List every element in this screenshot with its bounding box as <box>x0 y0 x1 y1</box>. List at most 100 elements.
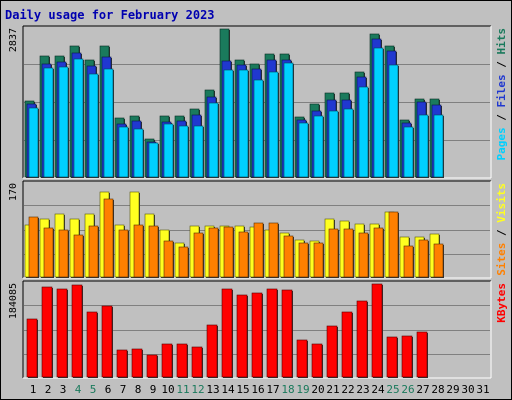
bar-sites-21 <box>328 228 339 278</box>
bar-sites-15 <box>238 231 249 278</box>
bar-sites-25-face <box>388 211 399 278</box>
bar-pages-23-face <box>358 86 369 178</box>
bar-pages-27 <box>418 114 429 178</box>
legend-bottom: KBytes <box>495 283 508 323</box>
bar-kbytes-14 <box>221 288 233 378</box>
bar-kbytes-9 <box>146 354 158 378</box>
bar-sites-19-face <box>298 242 309 278</box>
bar-pages-19 <box>298 122 309 178</box>
bar-sites-21-face <box>328 228 339 278</box>
bar-sites-28-face <box>433 243 444 278</box>
bar-pages-21 <box>328 110 339 178</box>
bar-sites-10-face <box>163 240 174 278</box>
bar-kbytes-3-face <box>56 288 68 378</box>
bar-sites-17 <box>268 222 279 278</box>
chart-title: Daily usage for February 2023 <box>5 8 215 22</box>
bar-kbytes-2 <box>41 286 53 378</box>
bar-kbytes-17 <box>266 288 278 378</box>
bar-pages-4-face <box>73 58 84 178</box>
x-tick-label: 28 <box>431 383 444 396</box>
bar-kbytes-21 <box>326 325 338 378</box>
x-tick-label: 21 <box>326 383 339 396</box>
bar-kbytes-23 <box>356 300 368 378</box>
bar-sites-11 <box>178 246 189 278</box>
bar-sites-10 <box>163 240 174 278</box>
bar-sites-6-face <box>103 198 114 278</box>
bar-pages-24 <box>373 47 384 178</box>
bar-pages-10 <box>163 123 174 178</box>
bar-kbytes-3 <box>56 288 68 378</box>
bar-pages-6 <box>103 68 114 178</box>
bar-kbytes-7-face <box>116 349 128 378</box>
x-tick-label: 15 <box>236 383 249 396</box>
bar-sites-28 <box>433 243 444 278</box>
bar-pages-17-face <box>268 71 279 178</box>
x-tick-label: 4 <box>75 383 82 396</box>
bar-kbytes-18-face <box>281 289 293 378</box>
bar-sites-19 <box>298 242 309 278</box>
bar-kbytes-19-face <box>296 339 308 378</box>
bar-kbytes-14-face <box>221 288 233 378</box>
x-tick-label: 22 <box>341 383 354 396</box>
bar-sites-9 <box>148 225 159 278</box>
bar-kbytes-24 <box>371 283 383 378</box>
bar-sites-24-face <box>373 227 384 278</box>
bar-pages-9 <box>148 142 159 178</box>
bar-kbytes-5 <box>86 311 98 378</box>
bar-kbytes-9-face <box>146 354 158 378</box>
bar-sites-5-face <box>88 225 99 278</box>
bar-sites-4 <box>73 234 84 278</box>
bar-kbytes-15 <box>236 294 248 378</box>
bar-pages-18 <box>283 62 294 178</box>
bar-pages-24-face <box>373 47 384 178</box>
bar-pages-18-face <box>283 62 294 178</box>
bar-kbytes-12-face <box>191 346 203 378</box>
x-tick-label: 2 <box>45 383 52 396</box>
bar-sites-12-face <box>193 232 204 278</box>
bar-sites-24 <box>373 227 384 278</box>
bar-sites-8-face <box>133 224 144 278</box>
bar-kbytes-15-face <box>236 294 248 378</box>
bar-pages-1 <box>28 107 39 178</box>
legend-entry: Visits <box>495 183 508 223</box>
bar-pages-19-face <box>298 122 309 178</box>
bar-kbytes-25-face <box>386 336 398 378</box>
x-tick-label: 7 <box>120 383 127 396</box>
bar-pages-3-face <box>58 66 69 178</box>
bar-sites-23-face <box>358 232 369 278</box>
bar-kbytes-18 <box>281 289 293 378</box>
x-tick-label: 18 <box>281 383 294 396</box>
bar-pages-25-face <box>388 64 399 178</box>
x-tick-label: 6 <box>105 383 112 396</box>
bar-kbytes-12 <box>191 346 203 378</box>
x-tick-label: 27 <box>416 383 429 396</box>
bar-sites-8 <box>133 224 144 278</box>
bar-pages-22 <box>343 108 354 178</box>
bar-pages-9-face <box>148 142 159 178</box>
x-tick-label: 8 <box>135 383 142 396</box>
bar-sites-17-face <box>268 222 279 278</box>
legend-entry: Files <box>495 74 508 107</box>
bar-pages-16-face <box>253 79 264 178</box>
bar-kbytes-16-face <box>251 292 263 378</box>
bar-pages-1-face <box>28 107 39 178</box>
bar-kbytes-22-face <box>341 311 353 378</box>
bar-kbytes-6 <box>101 305 113 378</box>
x-tick-label: 11 <box>176 383 189 396</box>
bar-kbytes-8 <box>131 348 143 378</box>
bar-sites-3-face <box>58 229 69 278</box>
bar-sites-20 <box>313 242 324 278</box>
x-tick-label: 26 <box>401 383 414 396</box>
bar-sites-11-face <box>178 246 189 278</box>
x-tick-label: 19 <box>296 383 309 396</box>
bar-sites-22-face <box>343 228 354 278</box>
bar-pages-27-face <box>418 114 429 178</box>
x-tick-label: 14 <box>221 383 235 396</box>
bar-kbytes-27-face <box>416 331 428 378</box>
bar-sites-18-face <box>283 235 294 278</box>
ymax-label: 170 <box>8 183 19 201</box>
bar-sites-16 <box>253 222 264 278</box>
legend-top: Pages / Files / Hits <box>495 28 508 161</box>
bar-kbytes-11 <box>176 343 188 378</box>
